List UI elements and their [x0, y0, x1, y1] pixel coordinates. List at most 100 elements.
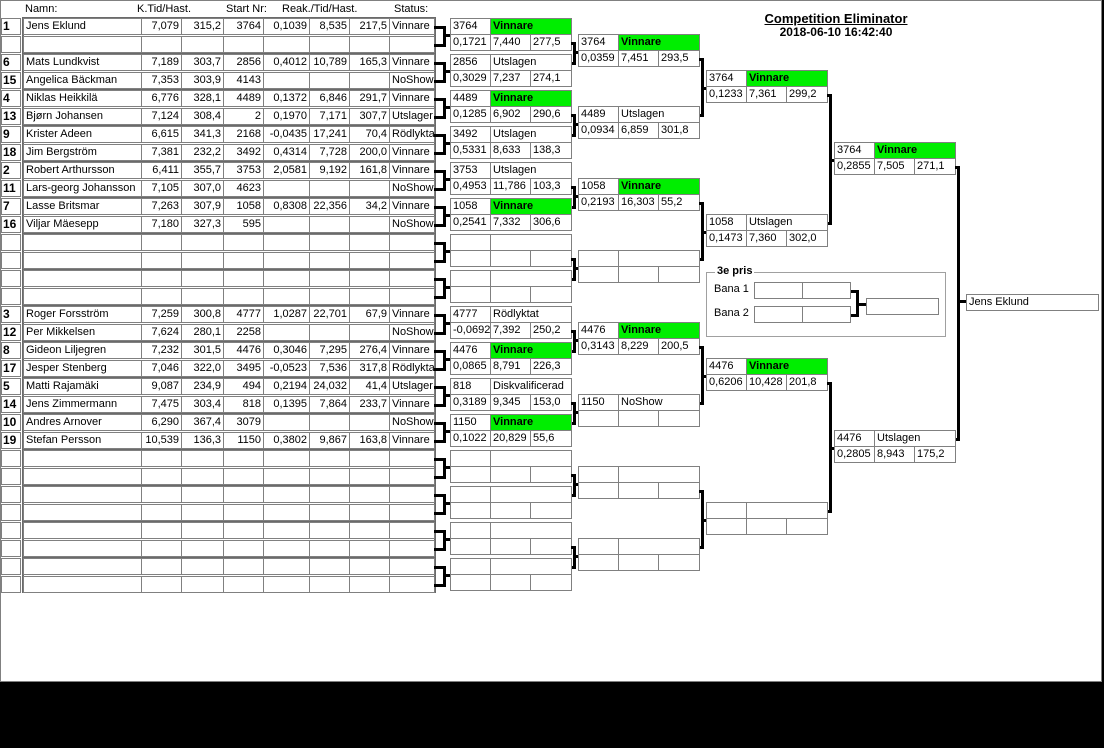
entry-start[interactable]: 3492 — [223, 144, 264, 161]
entry-status[interactable] — [389, 540, 435, 557]
entry-name[interactable] — [23, 522, 142, 539]
entry-name[interactable]: Bjørn Johansen — [23, 108, 142, 125]
entry-reak[interactable]: 0,3046 — [263, 342, 310, 359]
entry-reak[interactable]: -0,0435 — [263, 126, 310, 143]
entry-start[interactable]: 1150 — [223, 432, 264, 449]
entry-start[interactable] — [223, 576, 264, 593]
entry-status[interactable] — [389, 234, 435, 251]
entry-status[interactable]: Vinnare — [389, 18, 435, 35]
entry-start[interactable] — [223, 522, 264, 539]
entry-hast[interactable] — [181, 522, 224, 539]
entry-hast[interactable]: 303,9 — [181, 72, 224, 89]
entry-hast2[interactable]: 161,8 — [349, 162, 390, 179]
entry-kt[interactable]: 6,776 — [141, 90, 182, 107]
entry-kt[interactable]: 9,087 — [141, 378, 182, 395]
entry-kt[interactable]: 7,180 — [141, 216, 182, 233]
entry-status[interactable]: NoShow — [389, 324, 435, 341]
entry-tid[interactable] — [309, 288, 350, 305]
entry-kt[interactable] — [141, 468, 182, 485]
entry-tid[interactable]: 22,701 — [309, 306, 350, 323]
entry-kt[interactable] — [141, 576, 182, 593]
entry-hast[interactable]: 315,2 — [181, 18, 224, 35]
entry-kt[interactable] — [141, 36, 182, 53]
entry-reak[interactable]: 0,4012 — [263, 54, 310, 71]
entry-start[interactable]: 2168 — [223, 126, 264, 143]
entry-status[interactable]: Utslager — [389, 108, 435, 125]
entry-tid[interactable] — [309, 540, 350, 557]
entry-tid[interactable]: 7,536 — [309, 360, 350, 377]
entry-kt[interactable]: 7,189 — [141, 54, 182, 71]
entry-reak[interactable]: 1,0287 — [263, 306, 310, 323]
entry-tid[interactable]: 22,356 — [309, 198, 350, 215]
entry-kt[interactable]: 7,475 — [141, 396, 182, 413]
entry-hast2[interactable]: 307,7 — [349, 108, 390, 125]
entry-tid[interactable] — [309, 216, 350, 233]
entry-hast[interactable]: 303,7 — [181, 54, 224, 71]
entry-status[interactable]: Vinnare — [389, 342, 435, 359]
entry-kt[interactable]: 6,290 — [141, 414, 182, 431]
lane2-status-input[interactable] — [802, 306, 851, 323]
entry-hast2[interactable] — [349, 252, 390, 269]
entry-reak[interactable] — [263, 36, 310, 53]
entry-status[interactable]: Vinnare — [389, 162, 435, 179]
entry-tid[interactable]: 9,867 — [309, 432, 350, 449]
entry-hast2[interactable] — [349, 234, 390, 251]
entry-status[interactable] — [389, 576, 435, 593]
entry-hast2[interactable]: 67,9 — [349, 306, 390, 323]
entry-kt[interactable]: 6,615 — [141, 126, 182, 143]
entry-hast[interactable] — [181, 468, 224, 485]
entry-kt[interactable] — [141, 504, 182, 521]
entry-reak[interactable]: 0,1395 — [263, 396, 310, 413]
entry-status[interactable]: NoShow — [389, 414, 435, 431]
entry-start[interactable]: 818 — [223, 396, 264, 413]
entry-start[interactable]: 3079 — [223, 414, 264, 431]
entry-name[interactable] — [23, 576, 142, 593]
entry-start[interactable] — [223, 450, 264, 467]
entry-start[interactable]: 4489 — [223, 90, 264, 107]
entry-name[interactable]: Per Mikkelsen — [23, 324, 142, 341]
entry-hast[interactable]: 327,3 — [181, 216, 224, 233]
entry-status[interactable] — [389, 450, 435, 467]
entry-kt[interactable] — [141, 252, 182, 269]
entry-hast[interactable]: 307,9 — [181, 198, 224, 215]
entry-status[interactable] — [389, 252, 435, 269]
entry-name[interactable] — [23, 468, 142, 485]
entry-tid[interactable] — [309, 414, 350, 431]
entry-reak[interactable] — [263, 180, 310, 197]
entry-tid[interactable]: 6,846 — [309, 90, 350, 107]
entry-hast[interactable] — [181, 540, 224, 557]
entry-hast2[interactable] — [349, 216, 390, 233]
entry-kt[interactable]: 7,079 — [141, 18, 182, 35]
entry-start[interactable]: 2258 — [223, 324, 264, 341]
entry-tid[interactable] — [309, 234, 350, 251]
entry-name[interactable] — [23, 270, 142, 287]
entry-name[interactable]: Matti Rajamäki — [23, 378, 142, 395]
entry-name[interactable] — [23, 486, 142, 503]
entry-hast[interactable] — [181, 504, 224, 521]
entry-kt[interactable]: 7,232 — [141, 342, 182, 359]
entry-status[interactable]: Vinnare — [389, 144, 435, 161]
entry-hast2[interactable] — [349, 270, 390, 287]
entry-kt[interactable] — [141, 486, 182, 503]
entry-kt[interactable] — [141, 450, 182, 467]
entry-reak[interactable]: 0,2194 — [263, 378, 310, 395]
entry-tid[interactable] — [309, 270, 350, 287]
entry-status[interactable] — [389, 468, 435, 485]
entry-hast2[interactable]: 165,3 — [349, 54, 390, 71]
entry-name[interactable]: Lasse Britsmar — [23, 198, 142, 215]
entry-start[interactable] — [223, 234, 264, 251]
entry-start[interactable]: 595 — [223, 216, 264, 233]
entry-hast2[interactable]: 217,5 — [349, 18, 390, 35]
entry-reak[interactable]: 0,1372 — [263, 90, 310, 107]
entry-hast[interactable]: 301,5 — [181, 342, 224, 359]
entry-status[interactable] — [389, 288, 435, 305]
lane1-start-input[interactable] — [754, 282, 803, 299]
entry-hast[interactable] — [181, 234, 224, 251]
entry-status[interactable] — [389, 504, 435, 521]
entry-kt[interactable]: 6,411 — [141, 162, 182, 179]
entry-reak[interactable]: 0,4314 — [263, 144, 310, 161]
entry-reak[interactable] — [263, 270, 310, 287]
entry-status[interactable]: Vinnare — [389, 90, 435, 107]
entry-status[interactable]: Rödlykta — [389, 126, 435, 143]
entry-status[interactable]: Vinnare — [389, 396, 435, 413]
